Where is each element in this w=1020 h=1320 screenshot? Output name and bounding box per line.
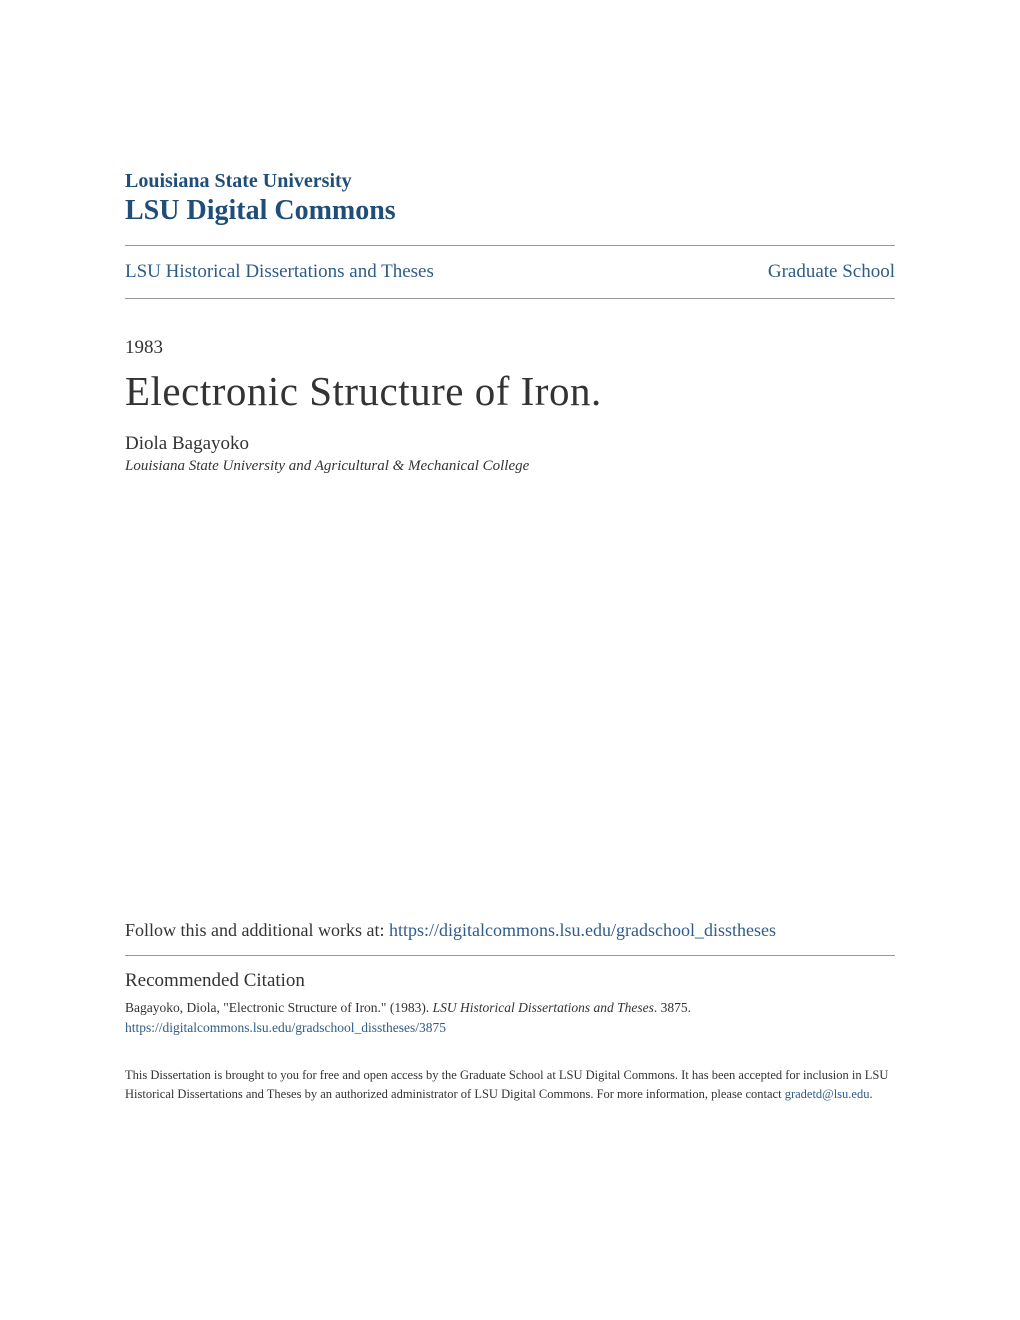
follow-section: Follow this and additional works at: htt…: [125, 920, 895, 941]
breadcrumb-collection-link[interactable]: LSU Historical Dissertations and Theses: [125, 261, 434, 283]
divider-citation: [125, 955, 895, 956]
follow-prefix: Follow this and additional works at:: [125, 920, 389, 940]
author-affiliation: Louisiana State University and Agricultu…: [125, 458, 895, 475]
citation-heading: Recommended Citation: [125, 970, 895, 992]
footer-text: This Dissertation is brought to you for …: [125, 1066, 895, 1104]
follow-link[interactable]: https://digitalcommons.lsu.edu/gradschoo…: [389, 920, 776, 940]
author-name: Diola Bagayoko: [125, 433, 895, 455]
citation-link[interactable]: https://digitalcommons.lsu.edu/gradschoo…: [125, 1020, 895, 1036]
footer-part1: This Dissertation is brought to you for …: [125, 1068, 888, 1101]
header-section: Louisiana State University LSU Digital C…: [125, 170, 895, 227]
citation-section: Recommended Citation Bagayoko, Diola, "E…: [125, 970, 895, 1036]
citation-text: Bagayoko, Diola, "Electronic Structure o…: [125, 998, 895, 1018]
citation-part1: Bagayoko, Diola, "Electronic Structure o…: [125, 1000, 433, 1015]
citation-part2: . 3875.: [654, 1000, 691, 1015]
footer-part2: .: [869, 1087, 872, 1101]
paper-title: Electronic Structure of Iron.: [125, 367, 895, 415]
citation-italic: LSU Historical Dissertations and Theses: [433, 1000, 654, 1015]
breadcrumb: LSU Historical Dissertations and Theses …: [125, 246, 895, 298]
footer-email-link[interactable]: gradetd@lsu.edu: [785, 1087, 870, 1101]
publication-year: 1983: [125, 337, 895, 359]
divider-bottom: [125, 298, 895, 299]
repository-name[interactable]: LSU Digital Commons: [125, 195, 895, 227]
breadcrumb-school-link[interactable]: Graduate School: [768, 261, 895, 283]
university-name: Louisiana State University: [125, 170, 895, 193]
